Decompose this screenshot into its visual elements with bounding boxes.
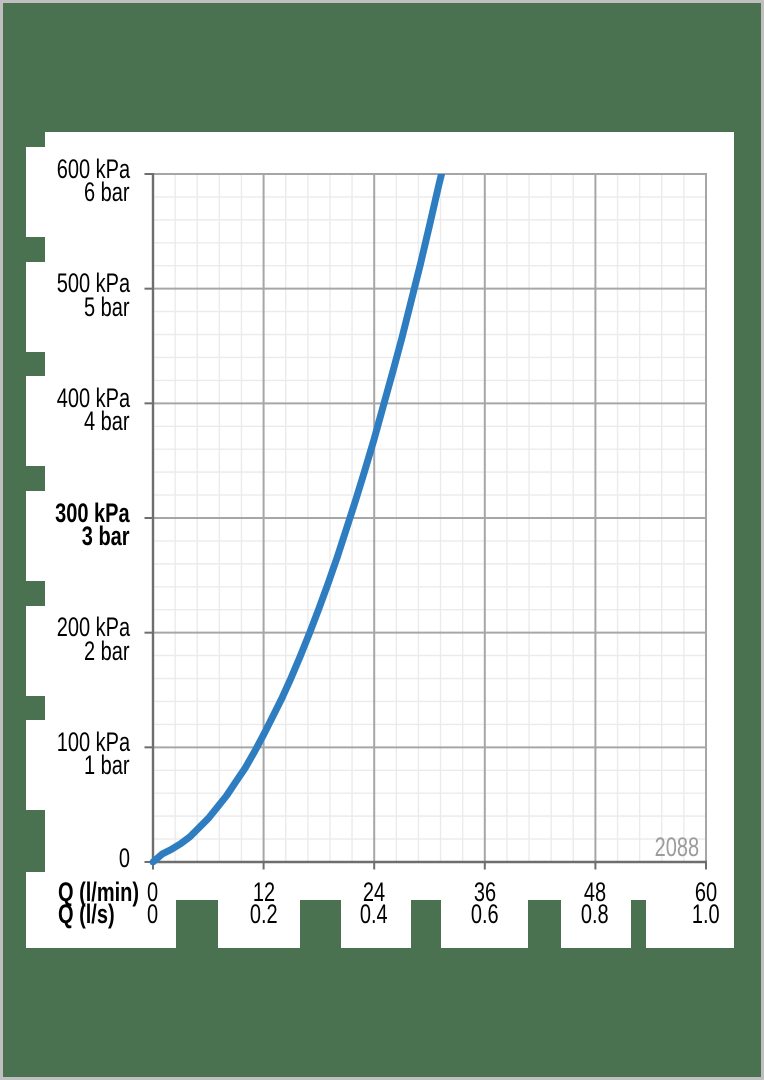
x-label-block: [341, 900, 411, 948]
diagram-reference-number: 2088: [639, 834, 699, 861]
x-tick-label-row2-0.2: 0.2: [224, 901, 304, 928]
y-tick-label-kpa-600: 600 kPa: [31, 156, 130, 183]
y-axis-zero-label-text: 0: [118, 843, 130, 873]
y-tick-label-kpa-200: 200 kPa: [31, 614, 130, 641]
x-label-block: [441, 900, 528, 948]
y-label-strip: [26, 720, 45, 810]
y-tick-label-kpa-300: 300 kPa: [29, 500, 130, 527]
y-tick-label-kpa-300-text: 300 kPa: [55, 498, 130, 528]
y-tick-label-kpa-400-text: 400 kPa: [56, 383, 130, 413]
x-tick-label-row2-0.6: 0.6: [445, 901, 525, 928]
x-tick-label-row1-36-text: 36: [473, 877, 497, 907]
y-label-strip: [26, 147, 45, 237]
x-tick-label-row2-1.0: 1.0: [666, 901, 746, 928]
y-tick-label-bar-600-text: 6 bar: [84, 177, 130, 207]
x-tick-label-row2-0.6-text: 0.6: [471, 899, 499, 929]
x-tick-label-row2-0.8-text: 0.8: [581, 899, 609, 929]
x-tick-label-row2-0.4: 0.4: [334, 901, 414, 928]
y-tick-label-bar-500: 5 bar: [68, 294, 130, 321]
y-tick-label-bar-100-text: 1 bar: [84, 750, 130, 780]
x-tick-label-row2-0.2-text: 0.2: [250, 899, 278, 929]
x-tick-label-row1-60: 60: [666, 879, 746, 906]
y-tick-label-kpa-200-text: 200 kPa: [56, 612, 130, 642]
y-label-strip: [26, 491, 45, 581]
y-tick-label-kpa-100: 100 kPa: [31, 729, 130, 756]
x-tick-label-row1-48: 48: [555, 879, 635, 906]
y-label-strip: [26, 376, 45, 466]
y-label-strip: [26, 262, 45, 352]
x-axis-unit-label-lmin: Q (l/min): [58, 879, 168, 906]
y-tick-label-kpa-400: 400 kPa: [31, 385, 130, 412]
y-tick-label-bar-600: 6 bar: [68, 179, 130, 206]
x-label-block: [561, 900, 631, 948]
y-tick-label-bar-300: 3 bar: [65, 523, 130, 550]
x-tick-label-row1-12-text: 12: [252, 877, 276, 907]
y-axis-zero-label: 0: [115, 845, 130, 872]
x-axis-unit-label-lmin-text: Q (l/min): [58, 877, 140, 907]
x-tick-label-row2-0-text: 0: [147, 899, 159, 929]
x-tick-label-row1-60-text: 60: [694, 877, 718, 907]
y-tick-label-bar-400: 4 bar: [68, 408, 130, 435]
x-tick-label-row2-0.8: 0.8: [555, 901, 635, 928]
y-tick-label-bar-400-text: 4 bar: [84, 406, 130, 436]
x-tick-label-row1-36: 36: [445, 879, 525, 906]
y-tick-label-kpa-600-text: 600 kPa: [56, 154, 130, 184]
y-tick-label-bar-200: 2 bar: [68, 638, 130, 665]
diagram-reference-number-text: 2088: [654, 832, 699, 862]
x-tick-label-row2-1.0-text: 1.0: [692, 899, 720, 929]
x-tick-label-row1-12: 12: [224, 879, 304, 906]
y-tick-label-kpa-100-text: 100 kPa: [56, 727, 130, 757]
x-tick-label-row1-0: 0: [113, 879, 193, 906]
x-label-block: [26, 900, 176, 948]
y-tick-label-bar-100: 1 bar: [68, 752, 130, 779]
x-tick-label-row1-24-text: 24: [362, 877, 386, 907]
x-axis-unit-label-ls: Q (l/s): [58, 901, 135, 928]
x-tick-label-row2-0: 0: [113, 901, 193, 928]
x-axis-unit-label-ls-text: Q (l/s): [58, 899, 115, 929]
x-tick-label-row1-24: 24: [334, 879, 414, 906]
x-tick-label-row1-48-text: 48: [583, 877, 607, 907]
y-tick-label-kpa-500: 500 kPa: [31, 270, 130, 297]
y-label-strip: [26, 606, 45, 696]
y-tick-label-bar-500-text: 5 bar: [84, 292, 130, 322]
x-label-block: [218, 900, 300, 948]
y-tick-label-bar-300-text: 3 bar: [82, 521, 130, 551]
y-tick-label-kpa-500-text: 500 kPa: [56, 268, 130, 298]
y-tick-label-bar-200-text: 2 bar: [84, 636, 130, 666]
x-tick-label-row2-0.4-text: 0.4: [360, 899, 388, 929]
x-label-band: [26, 872, 734, 900]
chart-main-panel: [45, 132, 734, 900]
x-tick-label-row1-0-text: 0: [147, 877, 159, 907]
x-label-block: [646, 900, 734, 948]
